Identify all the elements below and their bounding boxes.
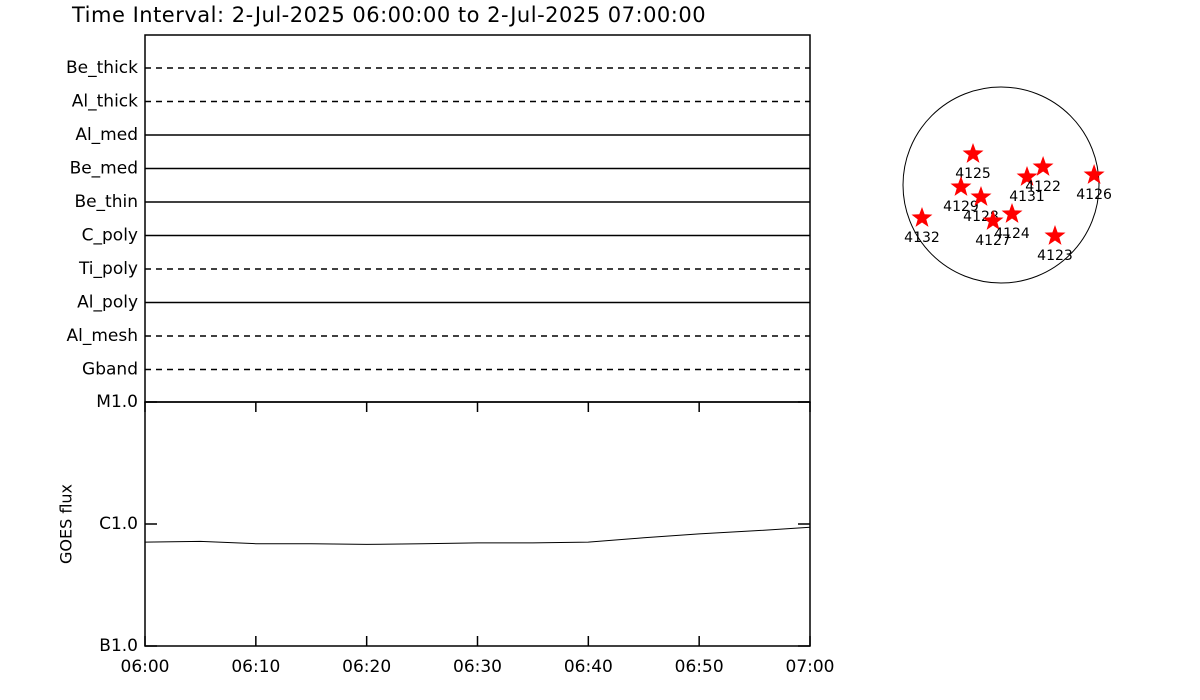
y-tick-label: M1.0	[96, 392, 138, 412]
region-marker	[962, 143, 984, 163]
region-label: 4124	[994, 226, 1030, 242]
y-tick-label: B1.0	[99, 636, 138, 656]
region-label: 4132	[904, 230, 940, 246]
x-tick-label: 06:00	[121, 657, 170, 677]
filter-label: Be_thick	[66, 58, 138, 78]
x-tick-label: 06:20	[342, 657, 391, 677]
region-label: 4129	[943, 199, 979, 215]
region-marker	[1016, 166, 1038, 186]
filter-label: C_poly	[82, 226, 138, 246]
filter-label: Al_poly	[77, 293, 138, 313]
filter-label: Be_thin	[74, 192, 138, 212]
region-marker	[970, 186, 992, 206]
y-axis-label: GOES flux	[57, 484, 76, 564]
filter-label: Gband	[82, 360, 138, 380]
region-marker	[1044, 225, 1066, 245]
title: Time Interval: 2-Jul-2025 06:00:00 to 2-…	[71, 3, 706, 27]
filter-label: Al_mesh	[66, 326, 138, 346]
region-label: 4125	[955, 166, 991, 182]
x-tick-label: 06:40	[564, 657, 613, 677]
solar-disk	[902, 86, 1100, 284]
region-label: 4122	[1025, 179, 1061, 195]
x-tick-label: 06:10	[231, 657, 280, 677]
panel-frame	[144, 401, 811, 647]
y-tick-label: C1.0	[99, 514, 138, 534]
filter-label: Ti_poly	[78, 259, 138, 279]
region-label: 4123	[1037, 248, 1073, 264]
goes-line	[144, 526, 811, 545]
panel-frame	[144, 34, 811, 403]
filter-label: Al_thick	[72, 92, 138, 112]
x-tick-label: 06:30	[453, 657, 502, 677]
region-label: 4131	[1009, 189, 1045, 205]
region-marker	[911, 207, 933, 227]
region-marker	[1083, 164, 1105, 184]
region-label: 4126	[1076, 187, 1112, 203]
x-tick-label: 07:00	[786, 657, 835, 677]
region-label: 4127	[975, 233, 1011, 249]
region-marker	[1001, 203, 1023, 223]
region-marker	[982, 210, 1004, 230]
filter-label: Be_med	[70, 159, 138, 179]
region-marker	[950, 176, 972, 196]
filter-label: Al_med	[75, 125, 138, 145]
region-marker	[1032, 156, 1054, 176]
x-tick-label: 06:50	[675, 657, 724, 677]
